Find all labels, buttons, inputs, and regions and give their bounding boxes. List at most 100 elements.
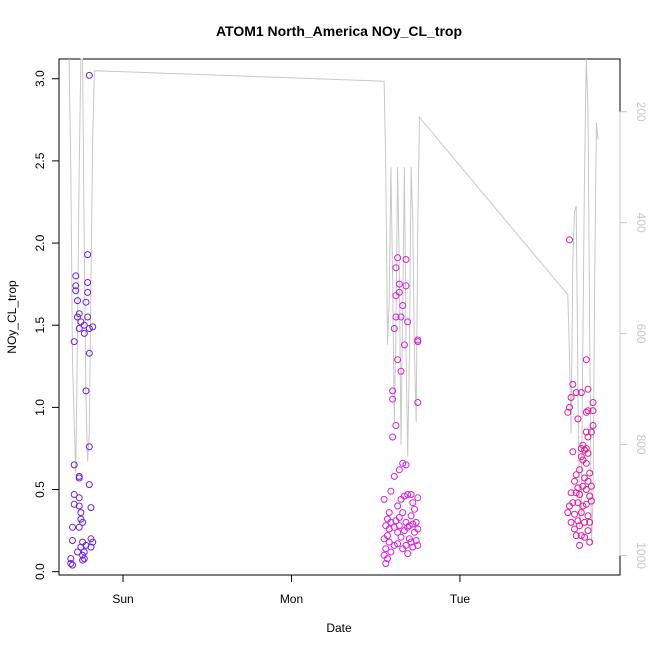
data-point	[581, 474, 589, 482]
data-point	[584, 433, 592, 441]
data-point	[589, 422, 597, 429]
data-point	[584, 512, 592, 520]
right-axis-tick-label: 600	[634, 324, 648, 344]
data-point	[392, 422, 400, 429]
data-point	[392, 313, 400, 321]
data-point	[404, 491, 412, 498]
data-point	[407, 512, 415, 520]
data-point	[79, 556, 87, 564]
data-point	[85, 71, 93, 79]
data-point	[74, 313, 81, 321]
data-point	[85, 481, 93, 489]
data-point	[571, 525, 578, 533]
data-point	[382, 560, 390, 567]
data-point	[584, 527, 592, 535]
data-point	[564, 408, 572, 416]
data-point	[405, 522, 413, 530]
data-point	[582, 408, 590, 416]
y-tick-label: 3.0	[33, 70, 47, 87]
data-point	[577, 445, 585, 452]
data-point	[395, 280, 403, 288]
axes-layer: 0.0 0.5 1.0 1.5 2.0 2.5 3.0 Sun Mon Tue 200 400 600 8…	[33, 70, 648, 606]
data-point	[69, 561, 76, 569]
y-tick-label: 1.5	[33, 317, 47, 334]
data-point	[72, 272, 80, 280]
data-point	[85, 443, 93, 451]
y-tick-label: 2.0	[33, 234, 47, 251]
data-point	[74, 548, 81, 556]
data-point	[576, 491, 584, 498]
x-tick-label: Tue	[450, 592, 471, 606]
y-tick-label: 0.5	[33, 481, 47, 498]
data-point	[582, 356, 590, 364]
chart-title: ATOM1 North_America NOy_CL_trop	[216, 23, 462, 39]
pressure-line	[68, 58, 599, 545]
data-point	[414, 494, 422, 502]
data-point	[75, 494, 83, 502]
data-point	[77, 509, 85, 517]
data-point	[577, 389, 585, 397]
data-point	[380, 495, 388, 503]
data-point	[399, 459, 407, 467]
data-point	[567, 489, 575, 497]
data-point	[577, 509, 585, 517]
data-point	[586, 518, 594, 526]
data-point	[89, 323, 97, 331]
data-point	[77, 318, 85, 326]
data-point	[571, 477, 578, 485]
data-point	[390, 541, 398, 549]
y-tick-label: 2.5	[33, 152, 47, 169]
data-point	[569, 448, 577, 456]
data-point	[75, 310, 83, 318]
right-axis-tick-label: 400	[634, 213, 648, 233]
data-point	[79, 518, 87, 526]
data-point	[69, 537, 76, 544]
data-point	[566, 236, 573, 244]
data-point	[84, 288, 92, 296]
data-point	[79, 551, 87, 559]
data-point	[409, 499, 417, 507]
data-point	[389, 433, 397, 441]
data-point	[402, 256, 410, 263]
data-point	[574, 499, 582, 507]
data-point	[70, 338, 78, 346]
data-point	[574, 517, 582, 525]
data-point	[397, 313, 405, 321]
points-layer	[67, 71, 597, 569]
data-point	[390, 523, 398, 531]
data-point	[387, 487, 395, 495]
data-point	[384, 555, 391, 563]
data-point	[567, 518, 575, 526]
data-point	[582, 500, 590, 508]
pressure-line-layer	[68, 58, 599, 545]
data-point	[380, 551, 388, 559]
data-point	[85, 325, 93, 332]
data-point	[566, 502, 573, 510]
data-point	[574, 415, 582, 423]
data-point	[394, 356, 402, 364]
data-point	[84, 251, 92, 259]
data-point	[589, 399, 597, 406]
data-point	[587, 428, 595, 436]
data-point	[404, 523, 412, 531]
data-point	[576, 522, 584, 530]
data-point	[84, 279, 92, 286]
data-point	[577, 532, 585, 540]
data-point	[82, 298, 90, 306]
data-point	[70, 500, 78, 508]
data-point	[576, 541, 584, 549]
data-point	[75, 325, 83, 332]
data-point	[587, 497, 595, 505]
data-point	[405, 535, 413, 543]
data-point	[382, 545, 390, 553]
x-tick-label: Sun	[112, 592, 133, 606]
data-point	[82, 387, 90, 395]
data-point	[404, 550, 412, 558]
data-point	[402, 282, 410, 290]
data-point	[589, 407, 597, 415]
data-point	[67, 555, 75, 563]
data-point	[414, 541, 422, 549]
y-tick-label: 1.0	[33, 399, 47, 416]
data-point	[399, 509, 407, 517]
data-point	[414, 525, 422, 533]
